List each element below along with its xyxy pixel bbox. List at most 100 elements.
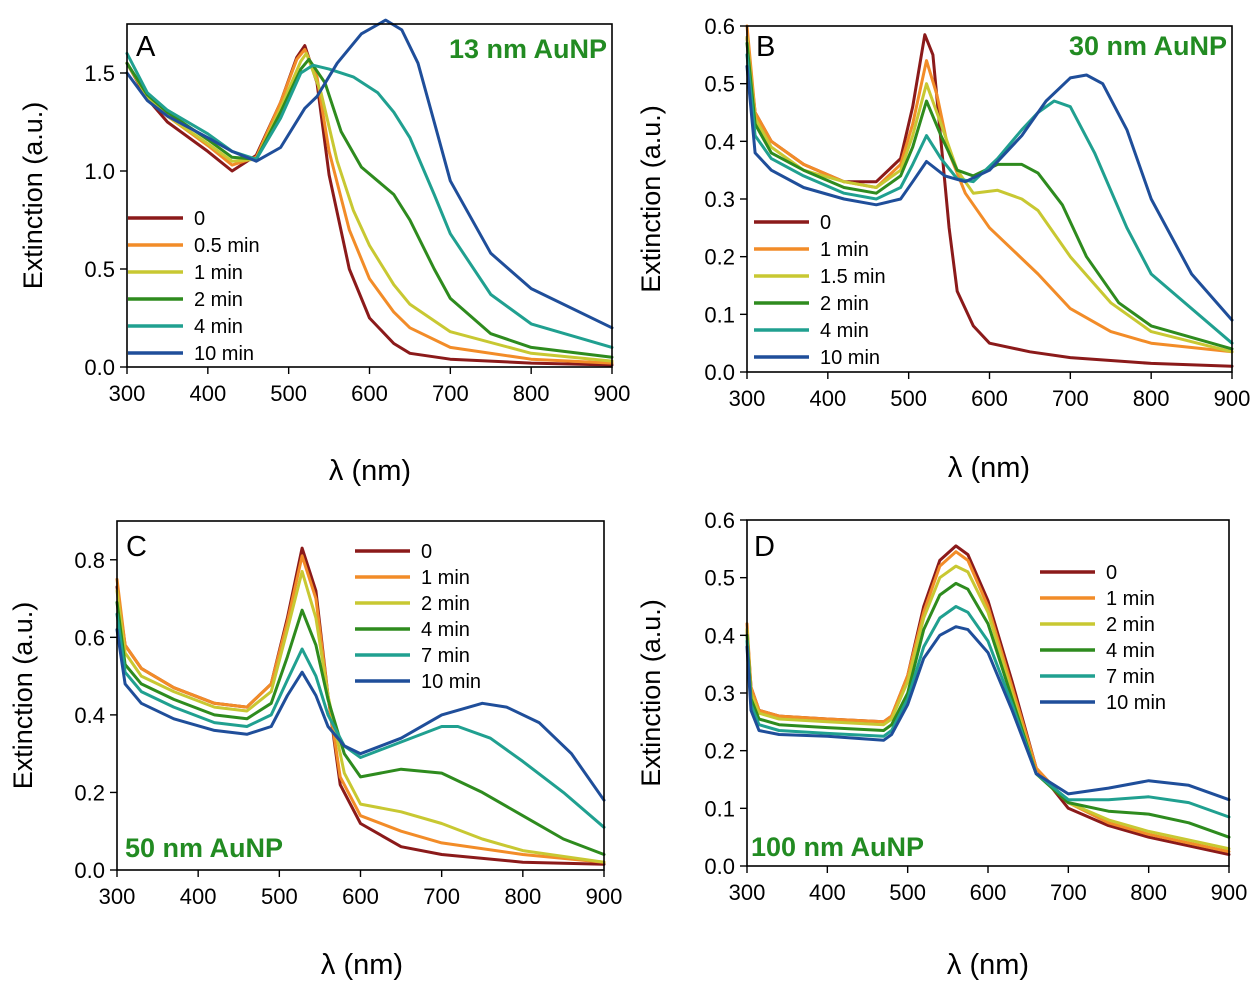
y-tick-label: 0.3: [704, 681, 735, 706]
legend-label: 0: [194, 208, 205, 230]
legend-label: 0: [820, 212, 831, 234]
particle-size-annotation: 50 nm AuNP: [125, 833, 283, 863]
legend-label: 1 min: [421, 567, 470, 589]
y-tick-label: 0.6: [704, 14, 735, 39]
y-axis-label: Extinction (a.u.): [18, 102, 48, 290]
y-tick-label: 0.2: [704, 245, 735, 270]
x-tick-label: 700: [1052, 386, 1089, 411]
y-tick-label: 0.0: [74, 858, 105, 883]
y-tick-label: 0.5: [84, 257, 115, 282]
y-tick-label: 0.5: [704, 72, 735, 97]
y-tick-label: 1.5: [84, 61, 115, 86]
series-line-2-min: [125, 57, 614, 359]
legend-label: 1 min: [1106, 588, 1155, 610]
y-tick-label: 0.6: [704, 508, 735, 533]
x-tick-label: 300: [729, 880, 766, 905]
legend-label: 4 min: [820, 320, 869, 342]
legend-label: 7 min: [421, 645, 470, 667]
x-tick-label: 900: [1211, 880, 1248, 905]
y-tick-label: 0.0: [84, 355, 115, 380]
series-line-2-min: [745, 41, 1234, 351]
y-tick-label: 0.0: [704, 854, 735, 879]
legend-label: 1 min: [194, 262, 243, 284]
legend-label: 4 min: [421, 619, 470, 641]
legend-label: 7 min: [1106, 666, 1155, 688]
x-tick-label: 500: [261, 884, 298, 909]
x-tick-label: 700: [1050, 880, 1087, 905]
series-line-10-min: [745, 64, 1234, 322]
legend-label: 0: [1106, 562, 1117, 584]
y-tick-label: 0.0: [704, 360, 735, 385]
x-tick-label: 600: [971, 386, 1008, 411]
series-line-1-min: [125, 51, 614, 363]
series-line-1-min: [745, 24, 1234, 354]
legend-label: 2 min: [421, 593, 470, 615]
x-tick-label: 400: [809, 880, 846, 905]
y-tick-label: 0.1: [704, 302, 735, 327]
x-tick-label: 400: [180, 884, 217, 909]
y-tick-label: 1.0: [84, 159, 115, 184]
y-tick-label: 0.8: [74, 548, 105, 573]
legend: 0 1 min 2 min 4 min 7 min 10 min: [1040, 562, 1166, 714]
y-tick-label: 0.4: [74, 703, 105, 728]
particle-size-annotation: 13 nm AuNP: [449, 34, 607, 64]
legend: 0 1 min 1.5 min 2 min 4 min 10 min: [754, 212, 886, 369]
series-line-1-min: [115, 554, 606, 864]
x-tick-label: 800: [1133, 386, 1170, 411]
chart-panel-c: 300 400 500 600 700 800 900 0.0 0.2 0.4 0.6 0.8 λ (n…: [8, 520, 623, 981]
y-tick-label: 0.4: [704, 623, 735, 648]
particle-size-annotation: 30 nm AuNP: [1069, 31, 1227, 61]
x-tick-label: 800: [513, 381, 550, 406]
chart-panel-b: 300 400 500 600 700 800 900 0.0 0.1 0.2 0.3 0.4 0.5 0…: [636, 14, 1250, 484]
x-tick-label: 500: [890, 386, 927, 411]
legend: 0 0.5 min 1 min 2 min 4 min 10 min: [128, 208, 260, 365]
chart-panel-a: 300 400 500 600 700 800 900 0.0 0.5 1.0 1.5 λ (nm) E…: [18, 18, 631, 487]
y-tick-label: 0.3: [704, 187, 735, 212]
panel-letter: D: [754, 531, 775, 563]
y-tick-label: 0.1: [704, 796, 735, 821]
y-tick-label: 0.2: [74, 780, 105, 805]
x-tick-label: 600: [342, 884, 379, 909]
x-tick-label: 400: [809, 386, 846, 411]
x-tick-label: 300: [99, 884, 136, 909]
x-tick-label: 300: [109, 381, 146, 406]
legend-label: 10 min: [421, 671, 481, 693]
legend-label: 2 min: [820, 293, 869, 315]
x-tick-label: 800: [504, 884, 541, 909]
series-line-7-min: [745, 605, 1231, 819]
legend-label: 1.5 min: [820, 266, 886, 288]
y-tick-label: 0.5: [704, 566, 735, 591]
x-axis-label: λ (nm): [329, 455, 411, 487]
legend-label: 4 min: [1106, 640, 1155, 662]
legend-label: 10 min: [194, 343, 254, 365]
x-tick-label: 300: [729, 386, 766, 411]
legend-label: 0: [421, 541, 432, 563]
x-tick-label: 400: [189, 381, 226, 406]
x-tick-label: 900: [594, 381, 631, 406]
legend-label: 1 min: [820, 239, 869, 261]
y-tick-label: 0.4: [704, 129, 735, 154]
y-axis-label: Extinction (a.u.): [636, 105, 666, 293]
chart-panel-d: 300 400 500 600 700 800 900 0.0 0.1 0.2 0.3 0.4 0.5 0…: [636, 508, 1247, 981]
y-axis-label: Extinction (a.u.): [8, 602, 38, 790]
x-tick-label: 700: [432, 381, 469, 406]
series-line-10-min: [115, 628, 606, 802]
x-tick-label: 800: [1130, 880, 1167, 905]
y-tick-label: 0.2: [704, 739, 735, 764]
legend-label: 0.5 min: [194, 235, 260, 257]
x-axis-label: λ (nm): [947, 949, 1029, 981]
legend-label: 10 min: [1106, 692, 1166, 714]
legend-label: 4 min: [194, 316, 243, 338]
series-line-10-min: [125, 18, 614, 330]
x-tick-label: 900: [586, 884, 623, 909]
x-axis-label: λ (nm): [321, 949, 403, 981]
series-line-4-min: [745, 581, 1231, 839]
legend: 0 1 min 2 min 4 min 7 min 10 min: [355, 541, 481, 693]
series-line-10-min: [745, 625, 1231, 802]
x-tick-label: 700: [423, 884, 460, 909]
series-line-2-min: [115, 569, 606, 864]
legend-label: 2 min: [194, 289, 243, 311]
series-line-4-min: [125, 51, 614, 349]
x-tick-label: 500: [889, 880, 926, 905]
